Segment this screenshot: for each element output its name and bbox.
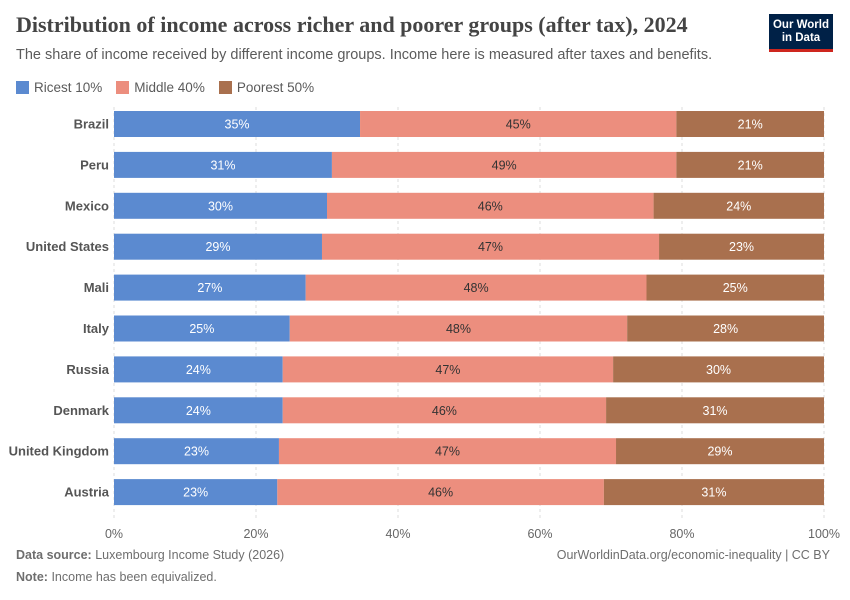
chart-title: Distribution of income across richer and… [16,12,688,37]
data-label: 31% [701,486,726,500]
data-label: 46% [428,486,453,500]
data-label: 35% [225,118,250,132]
category-label: Austria [64,485,110,500]
data-label: 49% [492,158,517,172]
data-label: 31% [210,158,235,172]
data-label: 46% [478,199,503,213]
data-label: 24% [186,363,211,377]
logo-line-2: in Data [781,32,821,44]
category-label: Denmark [53,403,109,418]
data-label: 30% [208,199,233,213]
x-tick-label: 40% [385,527,410,541]
category-label: Mexico [65,198,109,213]
bar-segment [606,397,824,424]
data-source-label: Data source: [16,548,92,562]
data-label: 48% [464,281,489,295]
owid-logo[interactable]: Our World in Data [769,14,833,52]
data-label: 29% [707,445,732,459]
bar-segment [282,397,607,424]
legend: Ricest 10% Middle 40% Poorest 50% [16,80,314,95]
x-tick-label: 0% [105,527,123,541]
bar-segment [114,151,332,178]
bar-segment [289,315,628,342]
legend-swatch-rich [16,81,29,94]
data-label: 24% [186,404,211,418]
legend-swatch-poor [218,81,232,94]
bar-segment [646,274,824,301]
data-label: 21% [738,158,763,172]
note-text: Income has been equivalized. [51,570,217,584]
bar-segment [114,438,279,465]
bar-segment [360,111,677,137]
chart-subtitle: The share of income received by differen… [16,47,713,63]
logo-line-1: Our World [772,19,829,31]
bar-segment [114,111,361,137]
legend-swatch-middle [116,81,130,94]
bar-segment [114,192,327,219]
bar-segment [278,438,617,465]
data-source: Data source: Luxembourg Income Study (20… [16,548,284,562]
category-label: United Kingdom [9,444,109,459]
data-label: 48% [446,322,471,336]
legend-label-middle: Middle 40% [134,80,205,95]
data-label: 47% [435,363,460,377]
data-label: 46% [432,404,457,418]
legend-item-poor[interactable]: Poorest 50% [218,80,315,95]
bar-segment [676,151,824,178]
bar-segment [653,192,824,219]
data-label: 25% [189,322,214,336]
bar-segment [114,356,283,383]
bar-segment [613,356,824,383]
category-label: Mali [84,280,109,295]
note-label: Note: [16,570,48,584]
x-tick-label: 80% [669,527,694,541]
data-label: 25% [723,281,748,295]
category-label: Italy [83,321,110,336]
data-label: 47% [478,240,503,254]
bar-segment [627,315,824,342]
note: Note: Income has been equivalized. [16,570,217,584]
bar-segment [114,315,290,342]
data-label: 24% [726,199,751,213]
bar-segment [331,151,677,178]
x-tick-label: 100% [808,527,840,541]
source-link[interactable]: OurWorldinData.org/economic-inequality |… [556,548,830,562]
legend-label-poor: Poorest 50% [236,80,315,95]
category-label: United States [26,239,109,254]
data-label: 27% [197,281,222,295]
bar-segment [114,479,278,506]
bar-segment [114,397,283,424]
category-label: Russia [66,362,109,377]
bar-segment [282,356,614,383]
bar-segment [321,233,660,260]
category-label: Brazil [74,117,109,132]
data-source-text: Luxembourg Income Study (2026) [95,548,285,562]
data-label: 29% [205,240,230,254]
bar-segment [616,438,824,465]
data-label: 28% [713,322,738,336]
category-label: Peru [80,157,109,172]
bar-segment [327,192,654,219]
data-label: 23% [184,445,209,459]
data-label: 31% [703,404,728,418]
legend-label-rich: Ricest 10% [34,80,103,95]
data-label: 30% [706,363,731,377]
bar-segment [305,274,647,301]
x-tick-label: 60% [527,527,552,541]
bar-segment [114,274,306,301]
data-label: 45% [506,118,531,132]
data-label: 23% [183,486,208,500]
bar-segment [277,479,604,506]
x-tick-label: 20% [243,527,268,541]
bar-segment [603,479,824,506]
data-label: 21% [738,118,763,132]
bar-segment [676,111,824,137]
legend-item-middle[interactable]: Middle 40% [116,80,205,95]
data-label: 47% [435,445,460,459]
legend-item-rich[interactable]: Ricest 10% [16,80,102,95]
bar-segment [114,233,322,260]
data-label: 23% [729,240,754,254]
bar-segment [659,233,824,260]
